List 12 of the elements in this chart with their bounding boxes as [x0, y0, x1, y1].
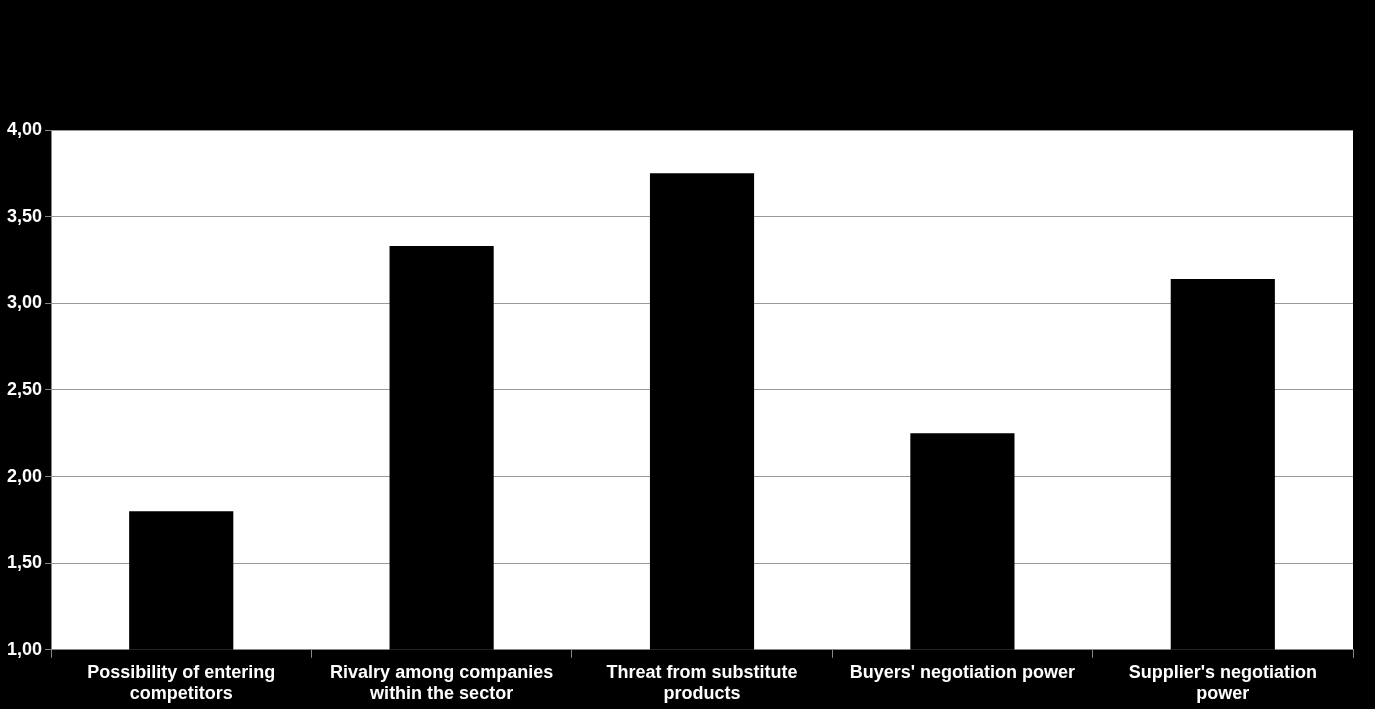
x-tick-label: Buyers' negotiation power	[849, 661, 1076, 682]
y-tick-label: 1,50	[6, 552, 43, 573]
y-tick-label: 1,00	[6, 638, 43, 659]
y-tick-label: 2,00	[6, 465, 43, 486]
y-tick-label: 3,50	[6, 205, 43, 226]
x-tick-label: Possibility of entering competitors	[87, 661, 276, 704]
y-tick-label: 2,50	[6, 378, 43, 399]
x-tick-label: Supplier's negotiation power	[1128, 661, 1317, 704]
x-tick-label: Threat from substitute products	[606, 661, 798, 704]
y-tick-label: 4,00	[6, 118, 43, 139]
y-tick-label: 3,00	[6, 292, 43, 313]
x-tick-label: Rivalry among companies within the sector	[330, 661, 554, 704]
